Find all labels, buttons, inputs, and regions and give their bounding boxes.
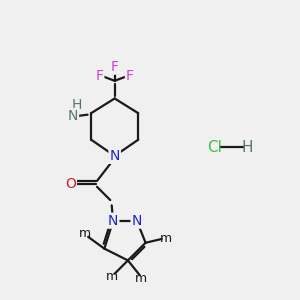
Text: m: m [160,232,172,245]
Text: m: m [135,272,147,285]
Text: F: F [126,69,134,83]
Text: m: m [79,227,91,240]
Text: N: N [68,109,78,123]
Text: N: N [110,149,120,163]
Text: F: F [111,60,119,74]
Text: H: H [71,98,82,112]
Text: Cl: Cl [207,140,222,154]
Text: O: O [65,177,76,191]
Text: H: H [242,140,253,154]
Text: F: F [95,69,104,83]
Text: N: N [108,214,119,228]
Text: m: m [106,270,118,283]
Text: N: N [132,214,142,228]
